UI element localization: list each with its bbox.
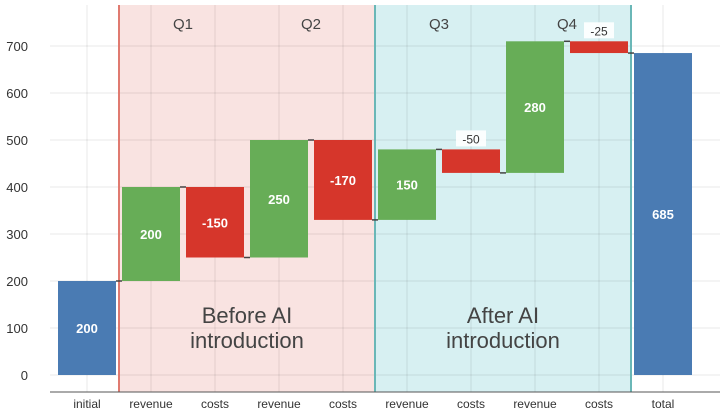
bar-9	[634, 53, 692, 376]
quarter-label: Q3	[429, 16, 449, 33]
bar-label: 280	[524, 100, 546, 115]
y-tick-label: 300	[6, 227, 28, 242]
y-tick-label: 700	[6, 39, 28, 54]
bar-label: -170	[330, 173, 356, 188]
x-tick-label: costs	[457, 397, 485, 411]
x-tick-label: costs	[201, 397, 229, 411]
bar-8	[570, 41, 628, 54]
bar-label: 250	[268, 192, 290, 207]
bar-label: 200	[76, 321, 98, 336]
bar-1	[122, 187, 180, 281]
bar-label: 685	[652, 207, 674, 222]
bar-label: -50	[462, 132, 480, 146]
x-tick-label: revenue	[513, 397, 557, 411]
x-tick-label: initial	[73, 397, 100, 411]
x-tick-label: revenue	[385, 397, 429, 411]
bar-label-bg	[456, 130, 486, 147]
region-label-line2: introduction	[446, 328, 560, 353]
x-tick-label: revenue	[257, 397, 301, 411]
y-tick-label: 100	[6, 321, 28, 336]
region-label-line2: introduction	[190, 328, 304, 353]
y-tick-label: 600	[6, 86, 28, 101]
x-tick-label: revenue	[129, 397, 173, 411]
x-tick-label: costs	[585, 397, 613, 411]
x-tick-label: costs	[329, 397, 357, 411]
bar-label: -150	[202, 215, 228, 230]
bar-7	[506, 41, 564, 173]
bar-label: 200	[140, 227, 162, 242]
y-tick-label: 200	[6, 274, 28, 289]
quarter-label: Q4	[557, 16, 577, 33]
bar-label: -25	[590, 24, 608, 38]
bar-0	[58, 281, 116, 375]
quarter-label: Q2	[301, 16, 321, 33]
y-tick-label: 400	[6, 180, 28, 195]
quarter-label: Q1	[173, 16, 193, 33]
region-label-line1: Before AI	[202, 303, 293, 328]
bar-label-bg	[584, 22, 614, 39]
y-tick-label: 0	[21, 368, 28, 383]
y-tick-label: 500	[6, 133, 28, 148]
bar-6	[442, 149, 500, 173]
bar-label: 150	[396, 178, 418, 193]
bar-2	[186, 187, 244, 258]
bar-4	[314, 140, 372, 220]
region-label-line1: After AI	[467, 303, 539, 328]
x-tick-label: total	[652, 397, 675, 411]
bar-3	[250, 140, 308, 258]
bar-5	[378, 149, 436, 220]
